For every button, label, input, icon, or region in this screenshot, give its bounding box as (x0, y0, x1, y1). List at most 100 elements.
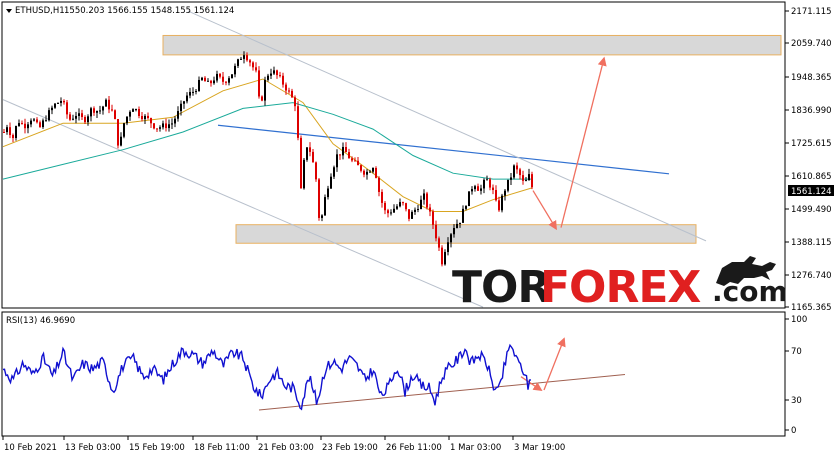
candle (510, 173, 512, 186)
candle-body (306, 147, 308, 160)
candle (39, 120, 41, 128)
rsi-panel[interactable] (1, 311, 786, 437)
moving-average-1 (2, 102, 532, 180)
candle-body (273, 70, 275, 74)
candle (138, 106, 140, 119)
candle (186, 92, 188, 104)
candle-body (270, 73, 272, 76)
candle-body (330, 176, 332, 189)
candle (9, 122, 11, 139)
candle-body (105, 99, 107, 107)
candle (189, 87, 191, 99)
candle-body (486, 179, 488, 181)
candle (399, 198, 401, 208)
candle-body (21, 123, 23, 125)
candle (477, 183, 479, 191)
candle (474, 184, 476, 192)
candle (255, 62, 257, 73)
candle-body (228, 78, 230, 83)
price-tick-8: 1276.740 (791, 271, 832, 281)
trend-lines (2, 10, 707, 411)
candle-body (339, 154, 341, 156)
candle-body (321, 215, 323, 218)
candle (27, 122, 29, 134)
candle-body (159, 127, 161, 129)
candle (99, 105, 101, 115)
candle (396, 204, 398, 210)
candle-body (297, 106, 299, 138)
candle-body (435, 224, 437, 239)
candle-body (348, 152, 350, 159)
candle (57, 102, 59, 104)
candle (387, 208, 389, 218)
candle (165, 118, 167, 132)
candle-body (381, 191, 383, 203)
candle-body (204, 77, 206, 82)
candle-body (150, 118, 152, 124)
candle-body (420, 199, 422, 209)
candle (75, 111, 77, 124)
candle-body (87, 116, 89, 123)
candle-body (423, 193, 425, 200)
candle (252, 61, 254, 71)
candle (513, 164, 515, 180)
candle (30, 118, 32, 128)
candle (72, 114, 74, 121)
candle-body (165, 123, 167, 129)
candle-body (189, 91, 191, 96)
candle-body (156, 128, 158, 130)
sr-zone-1 (235, 224, 697, 244)
candle-body (309, 147, 311, 152)
candle-body (69, 114, 71, 120)
candle (402, 201, 404, 206)
candle-body (429, 207, 431, 212)
candle (300, 135, 302, 189)
candle-body (489, 179, 491, 188)
candle-body (408, 209, 410, 219)
sr-zone-0 (162, 34, 782, 56)
candle-body (57, 102, 59, 104)
candle-body (30, 120, 32, 125)
candle-body (336, 154, 338, 168)
candle (231, 74, 233, 79)
candle (204, 76, 206, 82)
time-label-6: 26 Feb 11:00 (386, 443, 442, 453)
projection-arrow-1 (560, 56, 607, 228)
candle (429, 203, 431, 217)
projection-arrow-0 (532, 190, 557, 231)
time-label-7: 1 Mar 03:00 (450, 443, 501, 453)
candle-body (171, 123, 173, 125)
candle-body (363, 170, 365, 175)
candle (498, 196, 500, 212)
candle-body (81, 113, 83, 118)
candle (285, 82, 287, 95)
candle-body (141, 115, 143, 120)
candle (87, 114, 89, 126)
candle-body (495, 190, 497, 201)
candle (528, 168, 530, 181)
candle-body (390, 212, 392, 214)
symbol-dropdown-icon[interactable] (6, 9, 12, 13)
candle (378, 176, 380, 197)
candle (432, 209, 434, 230)
trendline-channel-upper (187, 10, 707, 242)
candle-body (144, 115, 146, 120)
candle (444, 249, 446, 266)
candle-body (48, 110, 50, 121)
candle-body (120, 136, 122, 146)
candle (456, 219, 458, 229)
moving-average-0 (2, 78, 533, 212)
candle-body (84, 117, 86, 123)
candle (264, 76, 266, 106)
candle-body (261, 96, 263, 101)
candle (246, 52, 248, 62)
candle-body (372, 167, 374, 172)
candle-body (507, 179, 509, 191)
candle-body (186, 95, 188, 102)
candle-body (513, 165, 515, 178)
rsi-tick-70: 70 (791, 347, 802, 357)
time-label-3: 18 Feb 11:00 (194, 443, 250, 453)
candle (360, 164, 362, 173)
sr-zones (162, 34, 782, 244)
candle (108, 96, 110, 114)
